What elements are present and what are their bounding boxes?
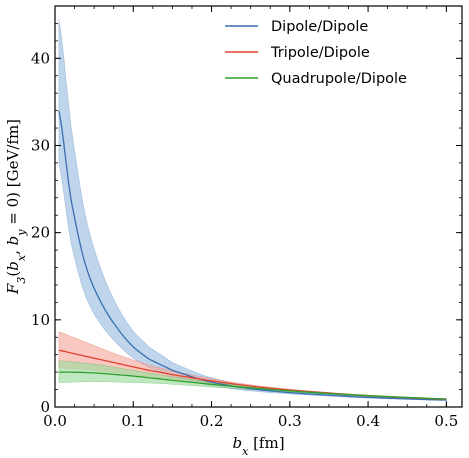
axis-ticks: [54, 5, 462, 408]
x-tick-label: 0.0: [43, 412, 67, 430]
legend: Dipole/Dipole Tripole/Dipole Quadrupole/Di…: [225, 19, 407, 87]
y-tick-label: 20: [31, 224, 50, 242]
y-tick-label: 40: [31, 49, 50, 67]
quadrupole-dipole-line: [58, 371, 447, 400]
series-lines: [58, 110, 447, 401]
y-axis-label: F3(bx, by = 0) [GeV/fm]: [4, 119, 28, 295]
legend-label-dipole-dipole: Dipole/Dipole: [271, 19, 368, 35]
tick-labels: 0.0 0.1 0.2 0.3 0.4 0.5 0 10 20 30 40: [31, 49, 458, 430]
legend-label-quadrupole-dipole: Quadrupole/Dipole: [271, 71, 407, 87]
dipole-dipole-line: [58, 110, 447, 401]
y-tick-label: 0: [40, 398, 50, 416]
x-tick-label: 0.1: [121, 412, 145, 430]
x-axis-label: bx [fm]: [232, 434, 284, 458]
x-tick-label: 0.5: [434, 412, 458, 430]
x-tick-label: 0.4: [356, 412, 380, 430]
y-tick-label: 30: [31, 136, 50, 154]
y-tick-label: 10: [31, 311, 50, 329]
legend-label-tripole-dipole: Tripole/Dipole: [270, 45, 370, 61]
x-tick-label: 0.2: [200, 412, 224, 430]
plot-frame: [54, 5, 463, 408]
x-tick-label: 0.3: [278, 412, 302, 430]
